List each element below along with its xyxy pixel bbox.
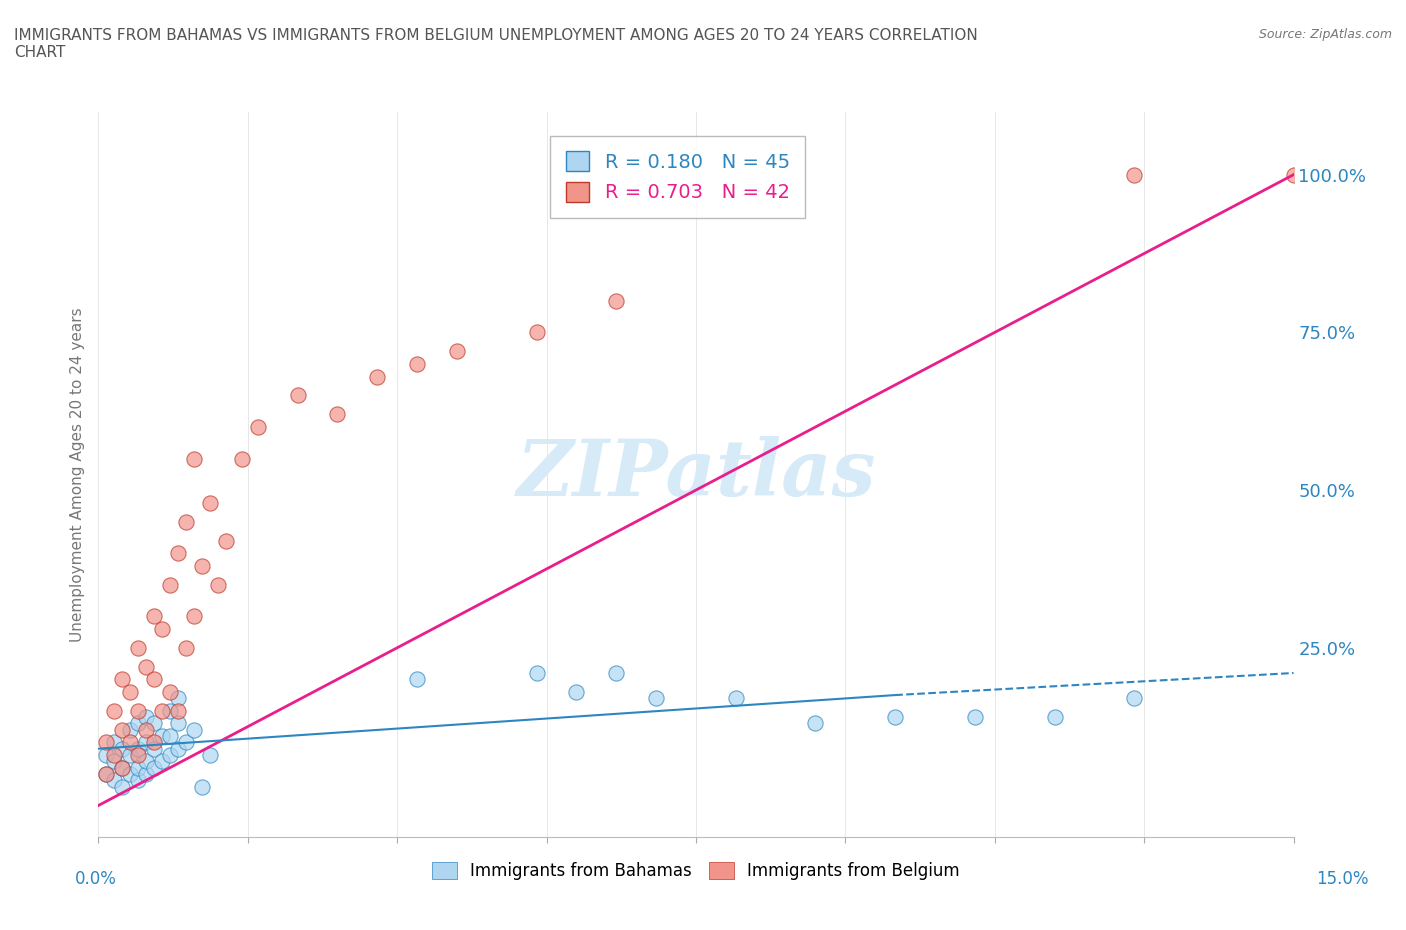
Point (198, 496, 221, 511)
Text: Source: ZipAtlas.com: Source: ZipAtlas.com (1258, 28, 1392, 41)
Text: 15.0%: 15.0% (1316, 870, 1369, 888)
Point (406, 671, 429, 686)
Point (191, 779, 214, 794)
Point (127, 741, 149, 756)
Point (96, 748, 118, 763)
Point (724, 691, 747, 706)
Point (111, 760, 134, 775)
Point (1123, 167, 1146, 182)
Point (191, 558, 214, 573)
Point (120, 748, 142, 763)
Point (143, 741, 166, 756)
Point (127, 773, 149, 788)
Point (143, 760, 166, 775)
Y-axis label: Unemployment Among Ages 20 to 24 years: Unemployment Among Ages 20 to 24 years (69, 307, 84, 642)
Point (207, 578, 229, 592)
Point (135, 766, 157, 781)
Point (246, 419, 269, 434)
Point (103, 773, 125, 788)
Point (231, 451, 253, 466)
Point (111, 779, 134, 794)
Point (143, 716, 166, 731)
Point (326, 407, 349, 422)
Point (103, 735, 125, 750)
Point (605, 293, 627, 308)
Point (111, 671, 134, 686)
Point (526, 325, 548, 339)
Point (127, 703, 149, 718)
Point (127, 760, 149, 775)
Point (159, 748, 181, 763)
Text: 0.0%: 0.0% (75, 870, 117, 888)
Point (159, 703, 181, 718)
Point (183, 723, 205, 737)
Point (150, 703, 173, 718)
Point (167, 703, 190, 718)
Point (406, 356, 429, 371)
Point (167, 716, 190, 731)
Point (103, 754, 125, 769)
Point (135, 710, 157, 724)
Point (1123, 691, 1146, 706)
Point (103, 703, 125, 718)
Point (111, 741, 134, 756)
Point (143, 671, 166, 686)
Point (366, 369, 388, 384)
Point (198, 748, 221, 763)
Point (111, 760, 134, 775)
Point (96, 766, 118, 781)
Point (150, 754, 173, 769)
Point (120, 766, 142, 781)
Point (804, 716, 827, 731)
Point (167, 691, 190, 706)
Point (167, 546, 190, 561)
Point (174, 514, 197, 529)
Point (159, 578, 181, 592)
Point (111, 723, 134, 737)
Point (143, 735, 166, 750)
Point (150, 728, 173, 743)
Point (159, 728, 181, 743)
Point (174, 641, 197, 656)
Point (159, 684, 181, 699)
Point (135, 659, 157, 674)
Point (135, 754, 157, 769)
Point (127, 748, 149, 763)
Point (135, 723, 157, 737)
Point (565, 684, 588, 699)
Text: IMMIGRANTS FROM BAHAMAS VS IMMIGRANTS FROM BELGIUM UNEMPLOYMENT AMONG AGES 20 TO: IMMIGRANTS FROM BAHAMAS VS IMMIGRANTS FR… (14, 28, 977, 60)
Point (103, 748, 125, 763)
Legend: Immigrants from Bahamas, Immigrants from Belgium: Immigrants from Bahamas, Immigrants from… (426, 856, 966, 886)
Point (120, 735, 142, 750)
Point (143, 609, 166, 624)
Point (446, 344, 468, 359)
Point (167, 741, 190, 756)
Point (135, 735, 157, 750)
Point (150, 621, 173, 636)
Point (1043, 710, 1066, 724)
Point (120, 684, 142, 699)
Text: ZIPatlas: ZIPatlas (516, 436, 876, 512)
Point (645, 691, 668, 706)
Point (287, 388, 309, 403)
Point (183, 609, 205, 624)
Point (120, 723, 142, 737)
Point (605, 666, 627, 681)
Point (127, 716, 149, 731)
Point (963, 710, 986, 724)
Point (215, 533, 238, 548)
Point (884, 710, 907, 724)
Point (96, 766, 118, 781)
Point (183, 451, 205, 466)
Point (174, 735, 197, 750)
Point (526, 666, 548, 681)
Point (127, 641, 149, 656)
Point (96, 735, 118, 750)
Point (1282, 167, 1305, 182)
